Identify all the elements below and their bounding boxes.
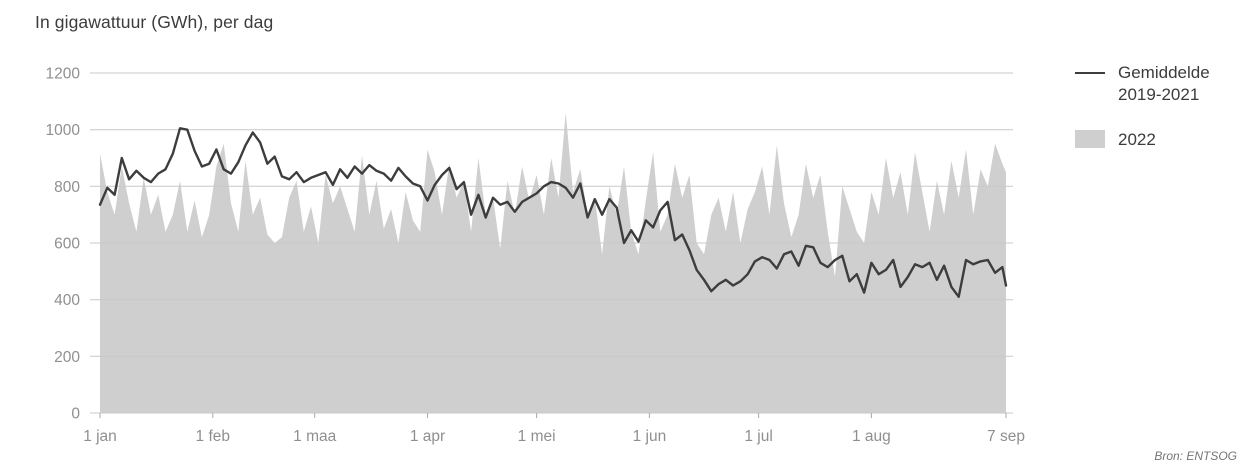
- line-gemiddelde: [98, 127, 1008, 298]
- y-tick-label: 400: [54, 292, 80, 309]
- x-tick-label: 1 mei: [518, 428, 556, 445]
- x-tick-label: 1 jan: [83, 428, 117, 445]
- x-tick-label: 1 apr: [410, 428, 445, 445]
- source-note: Bron: ENTSOG: [1154, 449, 1237, 463]
- area-2022: [100, 112, 1006, 413]
- x-tick-label: 1 aug: [852, 428, 891, 445]
- y-tick-label: 1200: [46, 66, 81, 83]
- legend-area-swatch: [1075, 129, 1105, 148]
- y-tick-label: 0: [71, 406, 80, 423]
- legend-label-2022: 2022: [1118, 129, 1156, 149]
- legend-label-gemiddelde: Gemiddelde 2019-2021: [1118, 62, 1210, 107]
- y-tick-label: 200: [54, 349, 80, 366]
- y-tick-label: 1000: [46, 122, 81, 139]
- legend-label-line2: 2019-2021: [1118, 85, 1200, 105]
- x-tick-label: 1 maa: [293, 428, 336, 445]
- x-tick-label: 1 feb: [196, 428, 230, 445]
- x-tick-label: 7 sep: [987, 428, 1025, 445]
- chart-title: In gigawattuur (GWh), per dag: [35, 12, 274, 32]
- legend-label-line1: Gemiddelde: [1118, 63, 1210, 82]
- y-tick-label: 800: [54, 179, 80, 196]
- legend-line-swatch: [1075, 72, 1105, 74]
- legend-item-gemiddelde: Gemiddelde 2019-2021: [1075, 62, 1245, 107]
- legend-item-2022: 2022: [1075, 129, 1245, 151]
- x-tick-label: 1 jun: [633, 428, 667, 445]
- chart-legend: Gemiddelde 2019-2021 2022: [1075, 62, 1245, 151]
- y-tick-label: 600: [54, 236, 80, 253]
- x-tick-label: 1 jul: [744, 428, 772, 445]
